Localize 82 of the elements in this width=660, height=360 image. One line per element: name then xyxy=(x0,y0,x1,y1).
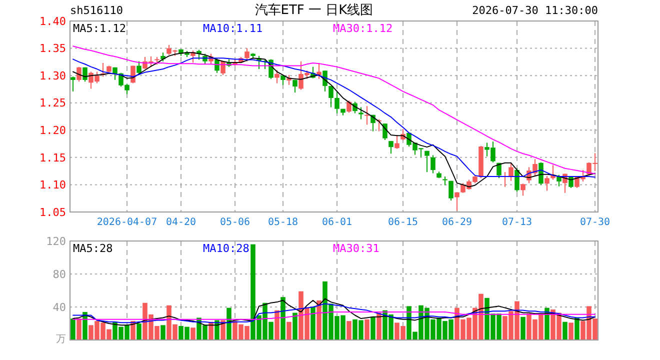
bar xyxy=(292,312,298,340)
bar xyxy=(274,310,280,340)
y-tick-label: 1.25 xyxy=(40,96,66,110)
bar xyxy=(82,312,88,340)
candlestick xyxy=(448,180,454,202)
bar xyxy=(136,324,142,340)
candlestick xyxy=(346,100,352,114)
bar xyxy=(520,316,526,340)
candlestick xyxy=(520,183,526,196)
text: MA5:1.12 xyxy=(73,22,126,35)
x-tick-label: 07-13 xyxy=(502,217,532,228)
y-tick-label: 1.35 xyxy=(40,42,66,56)
bar xyxy=(346,321,352,340)
chart-title: 汽车ETF 一 日K线图 xyxy=(254,3,374,18)
bar xyxy=(376,312,382,340)
y-axis-title: 万 xyxy=(56,334,66,345)
bar xyxy=(226,308,232,340)
candlestick xyxy=(442,176,448,186)
candlestick xyxy=(544,175,550,192)
y-tick-label: 80 xyxy=(52,268,66,281)
candlestick xyxy=(334,90,340,114)
candlestick xyxy=(388,140,394,154)
bar xyxy=(280,297,286,340)
text: MA10:1.11 xyxy=(203,22,263,35)
bar xyxy=(214,320,220,340)
y-tick-label: 1.05 xyxy=(40,206,66,219)
candlestick xyxy=(328,85,334,108)
y-tick-label: 1.10 xyxy=(40,178,66,192)
candlestick xyxy=(430,154,436,174)
x-tick-label: 05-06 xyxy=(220,217,250,228)
x-tick-label: 06-15 xyxy=(388,217,418,228)
candlestick xyxy=(358,106,364,120)
candlestick xyxy=(382,123,388,140)
y-tick-label: 120 xyxy=(46,234,66,248)
text: MA10:28 xyxy=(203,242,250,255)
bar xyxy=(316,300,322,340)
bar xyxy=(568,322,574,340)
candlestick xyxy=(292,79,298,93)
candlestick xyxy=(274,70,280,84)
text: sh516110 xyxy=(70,4,123,17)
y-tick-label: 1.30 xyxy=(40,69,66,82)
candlestick xyxy=(136,60,142,76)
x-tick-label: 2026-04-07 xyxy=(96,217,158,228)
candlestick xyxy=(244,48,250,62)
line-series xyxy=(72,303,596,324)
y-tick-label: 1.15 xyxy=(40,151,66,164)
bar xyxy=(220,320,226,340)
bar xyxy=(370,316,376,340)
bar xyxy=(286,322,292,340)
bar xyxy=(76,318,82,340)
bar xyxy=(364,319,370,340)
line-series xyxy=(72,311,596,320)
y-tick-label: 40 xyxy=(52,300,66,314)
bar xyxy=(574,318,580,340)
candlestick xyxy=(364,106,370,126)
bar xyxy=(70,318,76,340)
candlestick xyxy=(514,168,520,192)
bar xyxy=(310,307,316,340)
line-series xyxy=(72,298,596,326)
candlestick xyxy=(454,192,460,212)
x-tick-label: 04-20 xyxy=(166,217,196,228)
candlestick xyxy=(70,76,76,92)
x-tick-label: 06-01 xyxy=(322,217,352,228)
y-tick-label: 1.20 xyxy=(40,124,66,137)
text: MA30:31 xyxy=(333,242,380,255)
y-tick-label: 1.40 xyxy=(40,14,66,28)
candlestick xyxy=(76,66,82,82)
text: MA30:1.12 xyxy=(333,22,393,35)
text: 2026-07-30 11:30:00 xyxy=(472,4,598,17)
x-tick-label: 06-29 xyxy=(442,217,472,228)
bar xyxy=(562,322,568,340)
candlestick xyxy=(424,150,430,173)
x-tick-label: 05-18 xyxy=(268,217,298,228)
bar xyxy=(190,328,196,340)
candlestick xyxy=(394,134,400,150)
candlestick xyxy=(280,75,286,86)
bar xyxy=(160,325,166,340)
x-tick-label: 07-30 xyxy=(580,217,610,228)
candlestick xyxy=(508,162,514,182)
candlestick xyxy=(130,65,136,84)
text: MA5:28 xyxy=(73,242,113,255)
candlestick xyxy=(82,66,88,82)
